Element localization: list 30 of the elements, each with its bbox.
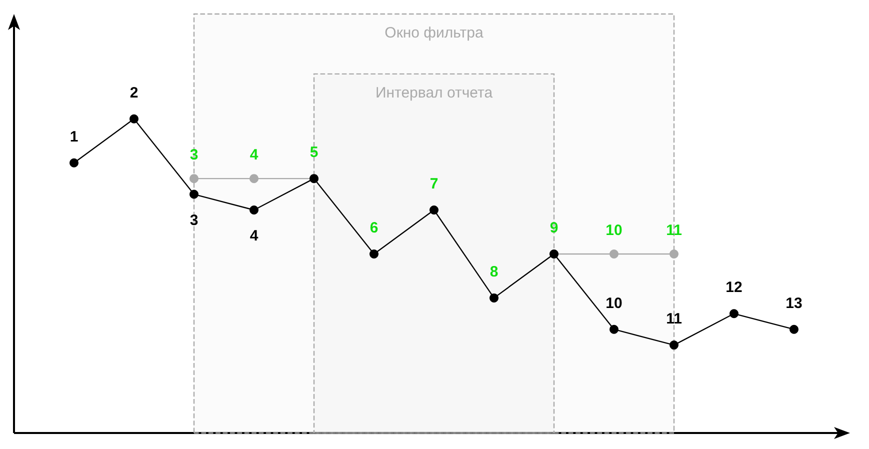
x-tick-label: 13: [786, 294, 802, 312]
x-tick-label: 6: [370, 219, 378, 236]
point: [430, 205, 438, 214]
band-label: Интервал отчета: [375, 84, 494, 102]
annotation: 4: [250, 146, 259, 164]
x-tick-label: 1: [70, 128, 78, 146]
annotation: 3: [190, 146, 198, 164]
point: [730, 309, 738, 318]
x-tick-label: 8: [490, 263, 498, 280]
point: [70, 158, 78, 168]
x-tick-label: 12: [726, 279, 742, 296]
point: [250, 205, 258, 214]
point: [610, 249, 618, 258]
point: [250, 174, 258, 184]
point: [190, 174, 198, 184]
point: [670, 340, 678, 350]
point: [190, 190, 198, 199]
point: [130, 114, 138, 124]
point: [490, 293, 498, 302]
point: [670, 249, 678, 258]
x-tick-label: 2: [130, 84, 138, 102]
x-tick-label: 3: [190, 212, 198, 229]
band-label: Окно фильтра: [384, 24, 484, 42]
point: [790, 324, 798, 334]
x-tick-label: 4: [250, 227, 259, 244]
x-tick-label: 9: [550, 219, 558, 236]
x-tick-label: 7: [430, 175, 438, 192]
point: [610, 324, 618, 334]
point: [370, 249, 378, 258]
x-tick-label: 5: [310, 144, 318, 162]
